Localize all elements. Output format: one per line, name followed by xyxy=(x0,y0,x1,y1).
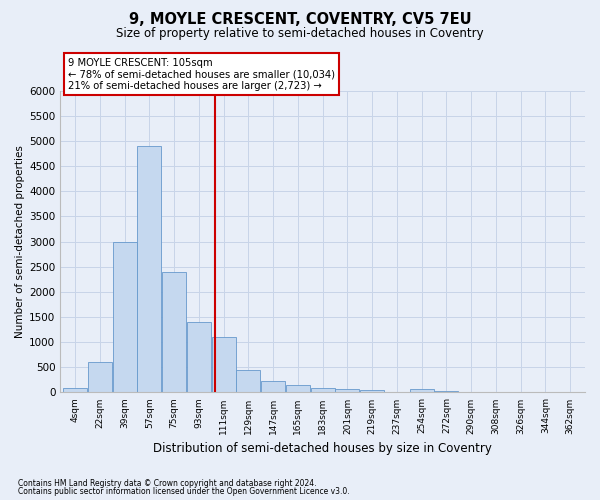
Y-axis label: Number of semi-detached properties: Number of semi-detached properties xyxy=(15,145,25,338)
Bar xyxy=(212,337,236,392)
Bar xyxy=(187,322,211,392)
Text: Contains HM Land Registry data © Crown copyright and database right 2024.: Contains HM Land Registry data © Crown c… xyxy=(18,478,317,488)
X-axis label: Distribution of semi-detached houses by size in Coventry: Distribution of semi-detached houses by … xyxy=(153,442,492,455)
Bar xyxy=(311,388,335,392)
Bar xyxy=(113,242,137,392)
Bar xyxy=(162,272,186,392)
Bar xyxy=(236,370,260,392)
Bar xyxy=(360,390,384,392)
Bar xyxy=(261,381,285,392)
Bar xyxy=(88,362,112,392)
Bar xyxy=(335,390,359,392)
Bar xyxy=(63,388,87,392)
Bar xyxy=(410,390,434,392)
Text: Size of property relative to semi-detached houses in Coventry: Size of property relative to semi-detach… xyxy=(116,28,484,40)
Bar xyxy=(137,146,161,392)
Bar xyxy=(434,391,458,392)
Text: 9, MOYLE CRESCENT, COVENTRY, CV5 7EU: 9, MOYLE CRESCENT, COVENTRY, CV5 7EU xyxy=(128,12,472,28)
Bar xyxy=(286,386,310,392)
Text: 9 MOYLE CRESCENT: 105sqm
← 78% of semi-detached houses are smaller (10,034)
21% : 9 MOYLE CRESCENT: 105sqm ← 78% of semi-d… xyxy=(68,58,335,90)
Text: Contains public sector information licensed under the Open Government Licence v3: Contains public sector information licen… xyxy=(18,487,350,496)
